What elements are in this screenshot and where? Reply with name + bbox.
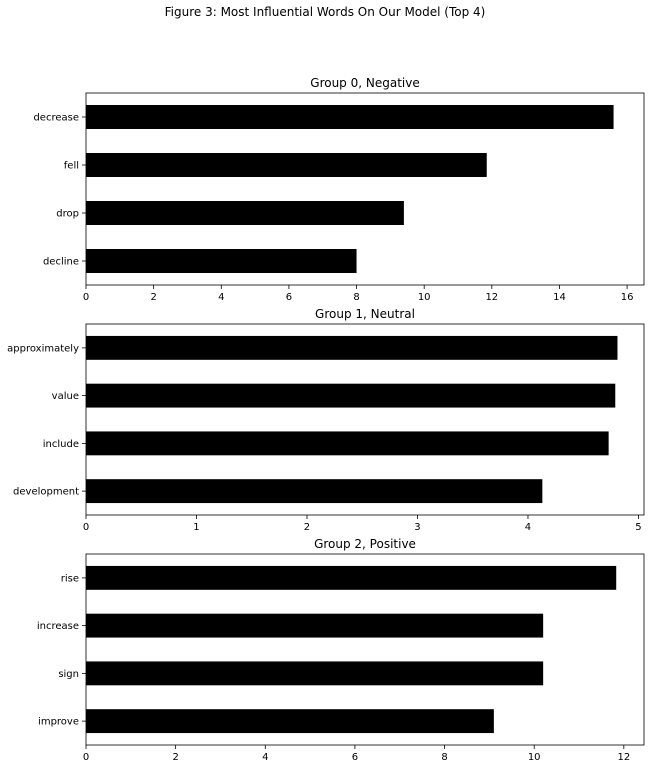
- x-tick-label: 3: [414, 522, 420, 533]
- x-tick-label: 2: [304, 522, 310, 533]
- axes-frame: [85, 553, 645, 746]
- x-tick-label: 0: [83, 522, 89, 533]
- y-tick-label-approximately: approximately: [7, 343, 79, 354]
- x-tick-label: 16: [621, 292, 634, 303]
- bar-decrease: [86, 105, 614, 129]
- bar-fell: [86, 153, 487, 177]
- figure-suptitle: Figure 3: Most Influential Words On Our …: [164, 5, 486, 19]
- x-tick-label: 2: [150, 292, 156, 303]
- x-tick-label: 12: [617, 752, 630, 763]
- axes-frame: [85, 92, 645, 286]
- chart-panel-0: Group 0, Negative decrease fell drop decline…: [33, 76, 645, 303]
- x-tick-label: 4: [262, 752, 268, 763]
- x-tick-label: 6: [286, 292, 292, 303]
- bar-rise: [86, 565, 617, 590]
- y-tick-label-development: development: [13, 487, 79, 498]
- chart-title-1: Group 1, Neutral: [315, 307, 415, 321]
- bar-approximately: [86, 335, 618, 360]
- x-tick-label: 12: [485, 292, 498, 303]
- x-tick-label: 8: [353, 292, 359, 303]
- y-tick-label-improve: improve: [38, 717, 79, 728]
- y-tick-label-include: include: [43, 439, 79, 450]
- chart-panel-1: Group 1, Neutral approximately value includ…: [7, 307, 645, 533]
- y-tick-label-fell: fell: [64, 161, 79, 172]
- bar-increase: [86, 613, 544, 638]
- x-tick-label: 0: [83, 292, 89, 303]
- bar-decline: [86, 249, 357, 273]
- x-tick-label: 8: [441, 752, 447, 763]
- x-tick-label: 5: [635, 522, 641, 533]
- x-tick-label: 4: [218, 292, 224, 303]
- axes-frame: [85, 323, 645, 516]
- chart-title-2: Group 2, Positive: [314, 537, 416, 551]
- chart-panel-2: Group 2, Positive rise increase sign improve…: [37, 537, 645, 763]
- bar-value: [86, 383, 616, 408]
- bar-development: [86, 479, 543, 504]
- x-tick-label: 6: [352, 752, 358, 763]
- x-tick-label: 2: [172, 752, 178, 763]
- y-tick-label-sign: sign: [58, 669, 79, 680]
- chart-title-0: Group 0, Negative: [310, 76, 419, 90]
- y-tick-label-value: value: [52, 391, 79, 402]
- x-tick-label: 10: [418, 292, 431, 303]
- bar-include: [86, 431, 609, 456]
- y-tick-label-decrease: decrease: [33, 113, 79, 124]
- x-tick-label: 0: [83, 752, 89, 763]
- bar-sign: [86, 661, 544, 686]
- y-tick-label-increase: increase: [37, 621, 79, 632]
- x-tick-label: 14: [553, 292, 566, 303]
- y-tick-label-drop: drop: [56, 209, 79, 220]
- bar-drop: [86, 201, 404, 225]
- x-tick-label: 10: [528, 752, 541, 763]
- y-tick-label-decline: decline: [43, 257, 79, 268]
- bar-improve: [86, 709, 494, 734]
- x-tick-label: 1: [193, 522, 199, 533]
- y-tick-label-rise: rise: [61, 573, 79, 584]
- x-tick-label: 4: [525, 522, 531, 533]
